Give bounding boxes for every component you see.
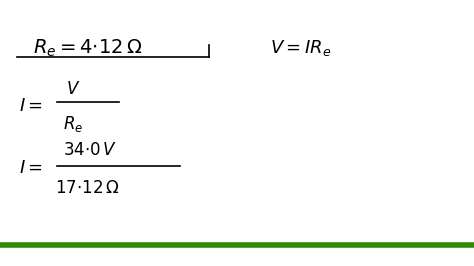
Text: $R_e$: $R_e$ — [64, 114, 83, 134]
Text: $I =$: $I =$ — [19, 159, 43, 177]
Text: $R_e = 4{\cdot}12\,\Omega$: $R_e = 4{\cdot}12\,\Omega$ — [33, 37, 142, 59]
Text: $I =$: $I =$ — [19, 97, 43, 115]
Text: $V = IR_e$: $V = IR_e$ — [270, 38, 332, 58]
Text: $17{\cdot}12\,\Omega$: $17{\cdot}12\,\Omega$ — [55, 178, 120, 197]
Text: $V$: $V$ — [66, 80, 81, 98]
Text: $34{\cdot}0\,V$: $34{\cdot}0\,V$ — [63, 141, 117, 159]
